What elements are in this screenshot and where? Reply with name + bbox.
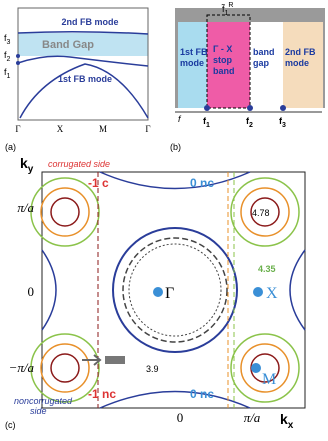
y-tick-label: 0 [28,284,35,299]
note: noncorrugated side [14,396,73,416]
dot [16,61,20,65]
contour [30,333,100,403]
contour [41,171,306,409]
dot [247,105,253,111]
dot [204,105,210,111]
dashed-box [206,14,251,109]
contour [240,343,290,393]
axis-title: ky [20,155,34,175]
annotation: 3.9 [146,364,159,374]
tick-labels: π/a 0 −π/a 0 π/a [9,200,261,425]
contour [250,197,280,227]
box-text: 1st FB mode [180,47,208,68]
freq-label: f1 [4,67,11,80]
panel-label: (b) [170,142,181,152]
annotation: -1 nc [88,387,116,401]
annotation: 0 nc [190,176,214,190]
axis-label: f [178,114,182,124]
contour [40,343,90,393]
annotation: 4.35 [258,264,276,274]
x-tick-label: π/a [244,410,261,425]
y-tick-label: −π/a [9,360,35,375]
box-text: 2nd FB mode [285,47,316,68]
note: corrugated side [48,159,110,169]
contour [230,333,300,403]
gap-label: Band Gap [42,39,94,51]
freq-label: f3 [4,33,11,46]
box [207,22,250,108]
axis-title: kx [280,411,294,431]
freq-label: f3 [279,116,286,129]
contours [30,171,306,409]
point [251,363,261,373]
freq-label: f1 [203,116,210,129]
annotation: -1 c [88,176,109,190]
contour [122,237,228,343]
frame-c [41,171,306,409]
contour [230,177,300,247]
band-line [17,55,149,67]
contour [240,187,290,237]
x-label: M [99,124,107,134]
freq-label: f2 [4,50,11,63]
annotation: 4.78 [252,208,270,218]
x-label: X [57,124,64,134]
annotation: Γ [165,285,174,302]
contour [50,353,80,383]
annotation: M [262,371,276,388]
dot [16,54,20,58]
contour [128,243,222,337]
mode-label: 1st FB mode [58,74,112,84]
box [178,22,207,108]
y-tick-label: π/a [17,200,34,215]
band-line [19,63,149,119]
gap-band [18,33,148,56]
dot [280,105,286,111]
contour [50,197,80,227]
freq-label: f2 [246,116,253,129]
box-text: band gap [253,47,275,68]
top-label: f̃1R [221,2,234,17]
band-line [17,30,149,35]
x-label: Γ [15,124,20,134]
contour [40,187,90,237]
arrow [82,354,102,366]
box [283,22,323,108]
panel-label: (a) [5,142,16,152]
mode-label: 2nd FB mode [61,17,118,27]
marker [105,356,125,364]
annotation: 0 nc [190,387,214,401]
contour [112,227,238,353]
box [250,22,283,108]
contour [30,177,100,247]
point [153,287,163,297]
x-tick-label: 0 [177,410,184,425]
panel-label: (c) [5,420,16,430]
annotation: X [266,285,278,302]
point [253,287,263,297]
x-label: Γ [145,124,150,134]
